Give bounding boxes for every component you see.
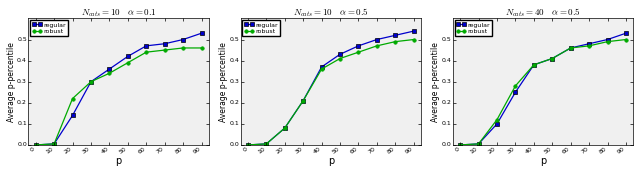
robust xyxy=(355,51,362,53)
Line: robust: robust xyxy=(34,46,204,147)
robust xyxy=(198,47,205,49)
regular xyxy=(493,123,501,125)
Title: $N_{cats} = 40$   $\alpha = 0.5$: $N_{cats} = 40$ $\alpha = 0.5$ xyxy=(505,7,581,19)
robust xyxy=(392,41,399,43)
regular xyxy=(548,57,556,60)
robust xyxy=(68,98,76,100)
robust xyxy=(161,49,168,51)
regular xyxy=(179,38,187,40)
regular xyxy=(567,47,575,49)
robust xyxy=(51,143,58,145)
regular xyxy=(456,144,464,146)
robust xyxy=(373,45,381,47)
Line: regular: regular xyxy=(34,31,204,147)
regular xyxy=(68,114,76,116)
robust xyxy=(530,64,538,66)
robust xyxy=(281,127,289,129)
robust xyxy=(300,100,307,102)
robust xyxy=(262,143,270,145)
Line: robust: robust xyxy=(246,38,415,147)
robust xyxy=(318,68,326,70)
regular xyxy=(511,91,519,93)
robust xyxy=(87,81,95,83)
regular xyxy=(318,66,326,68)
regular xyxy=(161,43,168,45)
robust xyxy=(585,45,593,47)
regular xyxy=(392,34,399,36)
Y-axis label: Average p-percentile: Average p-percentile xyxy=(219,42,228,122)
Y-axis label: Average p-percentile: Average p-percentile xyxy=(431,42,440,122)
regular xyxy=(355,45,362,47)
regular xyxy=(585,43,593,45)
regular xyxy=(281,127,289,129)
Title: $N_{cats} = 10$   $\alpha = 0.1$: $N_{cats} = 10$ $\alpha = 0.1$ xyxy=(81,8,157,19)
regular xyxy=(604,38,611,40)
Legend: regular, robust: regular, robust xyxy=(243,20,280,36)
Legend: regular, robust: regular, robust xyxy=(30,20,68,36)
regular xyxy=(51,143,58,145)
regular xyxy=(475,143,483,145)
regular xyxy=(530,64,538,66)
Legend: regular, robust: regular, robust xyxy=(454,20,492,36)
robust xyxy=(567,47,575,49)
robust xyxy=(604,41,611,43)
robust xyxy=(493,119,501,121)
regular xyxy=(262,143,270,145)
X-axis label: p: p xyxy=(115,156,122,166)
regular xyxy=(373,38,381,40)
robust xyxy=(511,85,519,87)
robust xyxy=(475,143,483,145)
Line: regular: regular xyxy=(458,31,628,147)
X-axis label: p: p xyxy=(540,156,546,166)
X-axis label: p: p xyxy=(328,156,334,166)
robust xyxy=(179,47,187,49)
robust xyxy=(622,38,630,40)
regular xyxy=(336,53,344,55)
Line: robust: robust xyxy=(458,38,628,147)
robust xyxy=(410,38,417,40)
robust xyxy=(143,51,150,53)
robust xyxy=(106,72,113,74)
regular xyxy=(143,45,150,47)
regular xyxy=(124,55,132,57)
regular xyxy=(32,144,40,146)
robust xyxy=(336,57,344,60)
regular xyxy=(622,32,630,34)
regular xyxy=(244,144,252,146)
regular xyxy=(87,81,95,83)
Y-axis label: Average p-percentile: Average p-percentile xyxy=(6,42,15,122)
regular xyxy=(106,68,113,70)
robust xyxy=(124,62,132,64)
robust xyxy=(456,144,464,146)
regular xyxy=(198,32,205,34)
robust xyxy=(548,57,556,60)
robust xyxy=(244,144,252,146)
Title: $N_{cats} = 10$   $\alpha = 0.5$: $N_{cats} = 10$ $\alpha = 0.5$ xyxy=(293,7,369,19)
robust xyxy=(32,144,40,146)
regular xyxy=(300,100,307,102)
regular xyxy=(410,30,417,32)
Line: regular: regular xyxy=(246,29,415,147)
